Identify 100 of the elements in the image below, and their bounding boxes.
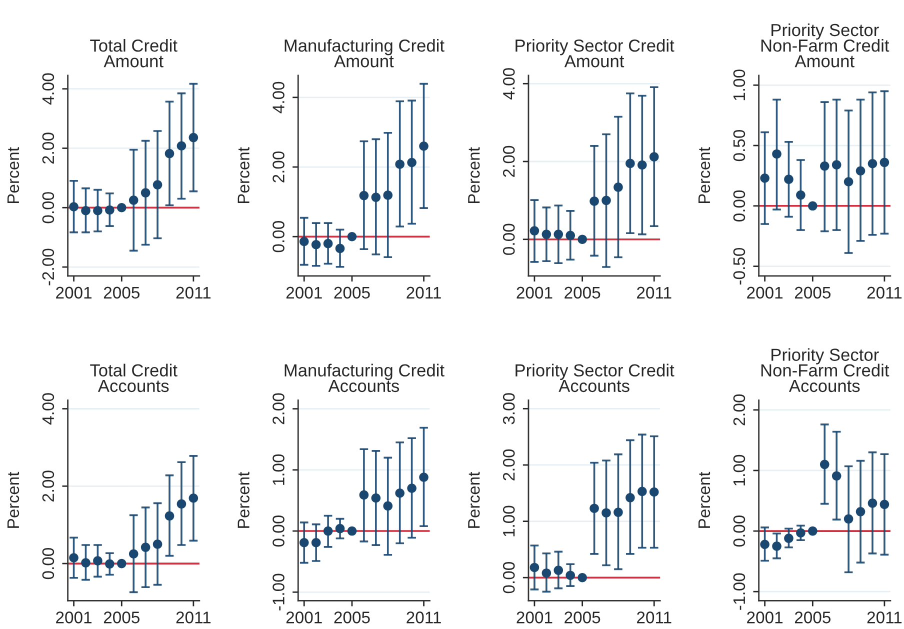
- point: [383, 501, 393, 511]
- y-tick-label: -1.00: [733, 573, 746, 610]
- point: [530, 226, 540, 236]
- point: [602, 196, 611, 206]
- point: [637, 160, 647, 170]
- point: [637, 486, 647, 496]
- point: [152, 180, 162, 190]
- point: [299, 236, 309, 246]
- y-tick-label: 0.00: [733, 515, 746, 547]
- x-tick-label: 2001: [286, 612, 322, 624]
- point: [856, 166, 866, 176]
- point: [407, 158, 416, 168]
- y-tick-label: -0.50: [733, 248, 746, 285]
- point: [820, 161, 830, 171]
- y-tick-label: 4.00: [502, 68, 515, 100]
- y-axis-title: Percent: [238, 147, 250, 204]
- chart-title: Priority Sector Credit Accounts: [516, 364, 674, 392]
- chart-title: Total Credit Accounts: [90, 364, 178, 392]
- x-tick-label: 2011: [637, 612, 672, 624]
- point: [578, 572, 587, 582]
- point: [93, 556, 102, 566]
- x-tick-label: 2005: [334, 612, 370, 624]
- point: [832, 471, 842, 481]
- point: [116, 558, 126, 568]
- x-tick-label: 2001: [56, 286, 92, 299]
- point: [335, 524, 345, 534]
- x-tick-label: 2011: [867, 612, 902, 624]
- x-tick-label: 2005: [104, 286, 140, 299]
- point: [419, 141, 428, 151]
- point: [796, 190, 806, 200]
- y-tick-label: 0.00: [502, 224, 515, 255]
- chart-title: Priority Sector Non-Farm Credit Accounts: [761, 348, 890, 392]
- point: [371, 493, 381, 503]
- x-tick-label: 2005: [334, 286, 370, 299]
- y-tick-label: 0.00: [272, 221, 284, 252]
- y-tick-label: 1.00: [733, 70, 746, 100]
- point: [105, 559, 114, 569]
- y-tick-label: 0.00: [42, 548, 54, 580]
- y-tick-label: 2.00: [502, 146, 515, 177]
- point: [152, 540, 162, 549]
- point: [760, 173, 770, 183]
- point: [395, 160, 405, 169]
- x-tick-label: 2011: [867, 286, 902, 299]
- point: [140, 188, 150, 198]
- point: [856, 507, 866, 516]
- y-tick-label: 4.00: [42, 73, 54, 105]
- point: [530, 562, 540, 572]
- chart-title: Manufacturing Credit Amount: [284, 39, 444, 68]
- x-tick-label: 2005: [794, 612, 831, 624]
- point: [371, 192, 381, 202]
- point: [880, 500, 890, 510]
- point: [395, 488, 405, 498]
- y-tick-label: 0.50: [733, 130, 746, 162]
- y-tick-label: 2.00: [42, 132, 54, 164]
- x-tick-label: 2005: [104, 612, 140, 624]
- point: [105, 205, 114, 215]
- x-tick-label: 2011: [637, 286, 672, 299]
- y-axis-title: Percent: [238, 472, 250, 528]
- point: [69, 553, 78, 562]
- point: [164, 148, 174, 158]
- y-tick-label: 0.00: [502, 562, 515, 594]
- point: [626, 492, 635, 502]
- x-tick-label: 2001: [286, 286, 322, 299]
- y-tick-label: 2.00: [272, 393, 284, 424]
- x-tick-label: 2001: [516, 612, 552, 624]
- y-axis-title: Percent: [468, 472, 480, 528]
- point: [116, 202, 126, 212]
- point: [784, 534, 794, 543]
- point: [796, 528, 806, 538]
- point: [614, 508, 623, 517]
- point: [844, 514, 854, 524]
- point: [820, 460, 830, 470]
- point: [808, 201, 818, 211]
- point: [383, 190, 393, 200]
- point: [335, 244, 345, 254]
- point: [164, 511, 174, 521]
- point: [176, 141, 186, 151]
- point: [81, 558, 90, 568]
- x-tick-label: 2001: [747, 612, 783, 624]
- point: [542, 230, 552, 239]
- y-tick-label: 2.00: [42, 470, 54, 502]
- point: [578, 234, 587, 244]
- point: [566, 230, 576, 240]
- point: [590, 196, 599, 206]
- y-tick-label: 2.00: [733, 394, 746, 426]
- y-tick-label: 2.00: [272, 151, 284, 182]
- point: [566, 570, 576, 580]
- y-tick-label: 0.00: [42, 192, 54, 224]
- chart-title: Manufacturing Credit Accounts: [284, 364, 444, 392]
- point: [323, 238, 333, 248]
- point: [299, 538, 309, 548]
- y-tick-label: -1.00: [272, 574, 284, 610]
- point: [832, 160, 842, 170]
- point: [347, 232, 357, 242]
- point: [93, 206, 102, 216]
- point: [419, 472, 428, 482]
- point: [81, 206, 90, 216]
- point: [407, 484, 416, 493]
- y-tick-label: 0.00: [272, 515, 284, 547]
- point: [772, 542, 782, 551]
